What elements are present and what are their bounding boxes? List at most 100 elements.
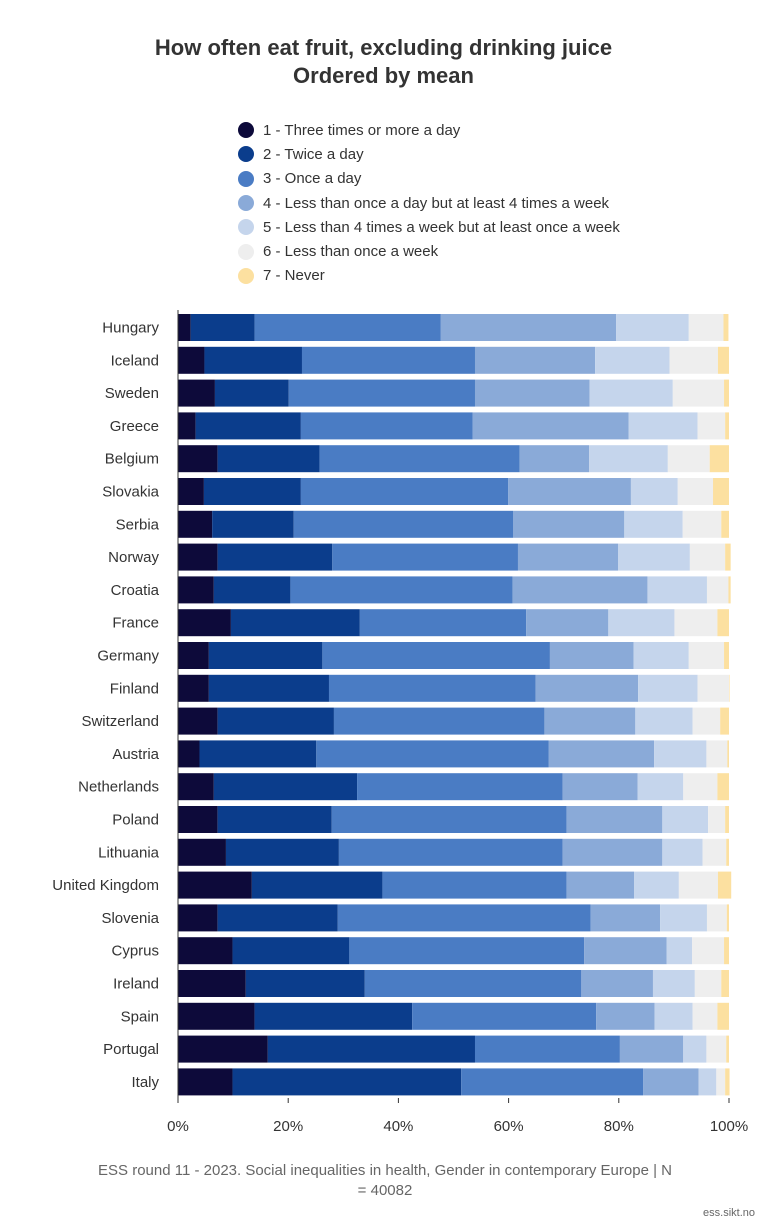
bar-segment[interactable] (683, 773, 718, 801)
bar-segment[interactable] (178, 707, 218, 735)
bar-segment[interactable] (717, 773, 729, 801)
bar-segment[interactable] (190, 314, 255, 341)
bar-segment[interactable] (178, 1002, 255, 1030)
bar-segment[interactable] (217, 445, 320, 473)
bar-segment[interactable] (692, 1002, 718, 1030)
bar-segment[interactable] (728, 576, 731, 604)
bar-segment[interactable] (637, 773, 684, 801)
bar-segment[interactable] (595, 346, 670, 374)
bar-segment[interactable] (178, 478, 204, 505)
bar-segment[interactable] (225, 838, 339, 866)
bar-segment[interactable] (633, 642, 689, 669)
bar-segment[interactable] (692, 707, 721, 735)
bar-segment[interactable] (619, 1035, 684, 1063)
bar-segment[interactable] (212, 510, 294, 538)
bar-segment[interactable] (337, 904, 591, 932)
bar-segment[interactable] (322, 642, 550, 669)
bar-segment[interactable] (178, 1068, 233, 1096)
bar-segment[interactable] (328, 674, 536, 702)
bar-segment[interactable] (635, 707, 693, 735)
bar-segment[interactable] (608, 609, 675, 637)
bar-segment[interactable] (178, 1035, 268, 1063)
bar-segment[interactable] (230, 609, 360, 637)
bar-segment[interactable] (331, 806, 567, 833)
bar-segment[interactable] (300, 412, 473, 440)
bar-segment[interactable] (254, 1002, 413, 1030)
bar-segment[interactable] (654, 1002, 693, 1030)
bar-segment[interactable] (199, 740, 317, 768)
bar-segment[interactable] (717, 871, 732, 899)
bar-segment[interactable] (333, 707, 545, 735)
bar-segment[interactable] (548, 740, 655, 768)
bar-segment[interactable] (667, 445, 710, 473)
bar-segment[interactable] (721, 970, 729, 997)
bar-segment[interactable] (474, 346, 596, 374)
bar-segment[interactable] (683, 1035, 707, 1063)
bar-segment[interactable] (584, 937, 667, 965)
bar-segment[interactable] (213, 773, 358, 801)
bar-segment[interactable] (643, 1068, 699, 1096)
bar-segment[interactable] (706, 576, 729, 604)
bar-segment[interactable] (717, 1002, 729, 1030)
bar-segment[interactable] (217, 806, 332, 833)
bar-segment[interactable] (729, 674, 730, 702)
bar-segment[interactable] (178, 445, 218, 473)
bar-segment[interactable] (652, 970, 695, 997)
bar-segment[interactable] (721, 510, 729, 538)
bar-segment[interactable] (316, 740, 549, 768)
bar-segment[interactable] (288, 379, 475, 407)
bar-segment[interactable] (232, 1068, 462, 1096)
bar-segment[interactable] (725, 543, 731, 571)
bar-segment[interactable] (724, 642, 729, 669)
bar-segment[interactable] (178, 740, 200, 768)
bar-segment[interactable] (472, 412, 629, 440)
bar-segment[interactable] (589, 445, 668, 473)
bar-segment[interactable] (512, 576, 648, 604)
bar-segment[interactable] (709, 445, 729, 473)
bar-segment[interactable] (647, 576, 707, 604)
bar-segment[interactable] (364, 970, 582, 997)
bar-segment[interactable] (178, 543, 218, 571)
bar-segment[interactable] (706, 740, 728, 768)
bar-segment[interactable] (178, 773, 214, 801)
bar-segment[interactable] (590, 904, 661, 932)
bar-segment[interactable] (727, 740, 729, 768)
bar-segment[interactable] (692, 937, 725, 965)
bar-segment[interactable] (708, 806, 726, 833)
bar-segment[interactable] (412, 1002, 597, 1030)
bar-segment[interactable] (251, 871, 383, 899)
bar-segment[interactable] (474, 379, 590, 407)
bar-segment[interactable] (195, 412, 301, 440)
bar-segment[interactable] (716, 1068, 726, 1096)
bar-segment[interactable] (293, 510, 514, 538)
bar-segment[interactable] (717, 346, 729, 374)
bar-segment[interactable] (513, 510, 625, 538)
bar-segment[interactable] (301, 346, 475, 374)
bar-segment[interactable] (616, 314, 689, 341)
bar-segment[interactable] (688, 642, 725, 669)
bar-segment[interactable] (178, 412, 196, 440)
bar-segment[interactable] (698, 1068, 717, 1096)
bar-segment[interactable] (217, 707, 334, 735)
bar-segment[interactable] (589, 379, 673, 407)
bar-segment[interactable] (217, 543, 333, 571)
bar-segment[interactable] (178, 674, 209, 702)
bar-segment[interactable] (245, 970, 365, 997)
bar-segment[interactable] (178, 937, 233, 965)
legend-item[interactable]: 1 - Three times or more a day (238, 118, 620, 142)
bar-segment[interactable] (178, 806, 218, 833)
bar-segment[interactable] (549, 642, 634, 669)
bar-segment[interactable] (724, 937, 729, 965)
bar-segment[interactable] (694, 970, 722, 997)
bar-segment[interactable] (654, 740, 707, 768)
bar-segment[interactable] (725, 806, 729, 833)
bar-segment[interactable] (630, 478, 678, 505)
legend-item[interactable]: 6 - Less than once a week (238, 239, 620, 263)
bar-segment[interactable] (232, 937, 350, 965)
bar-segment[interactable] (519, 445, 590, 473)
bar-segment[interactable] (357, 773, 563, 801)
bar-segment[interactable] (214, 379, 289, 407)
legend-item[interactable]: 5 - Less than 4 times a week but at leas… (238, 215, 620, 239)
bar-segment[interactable] (662, 806, 709, 833)
bar-segment[interactable] (178, 838, 226, 866)
